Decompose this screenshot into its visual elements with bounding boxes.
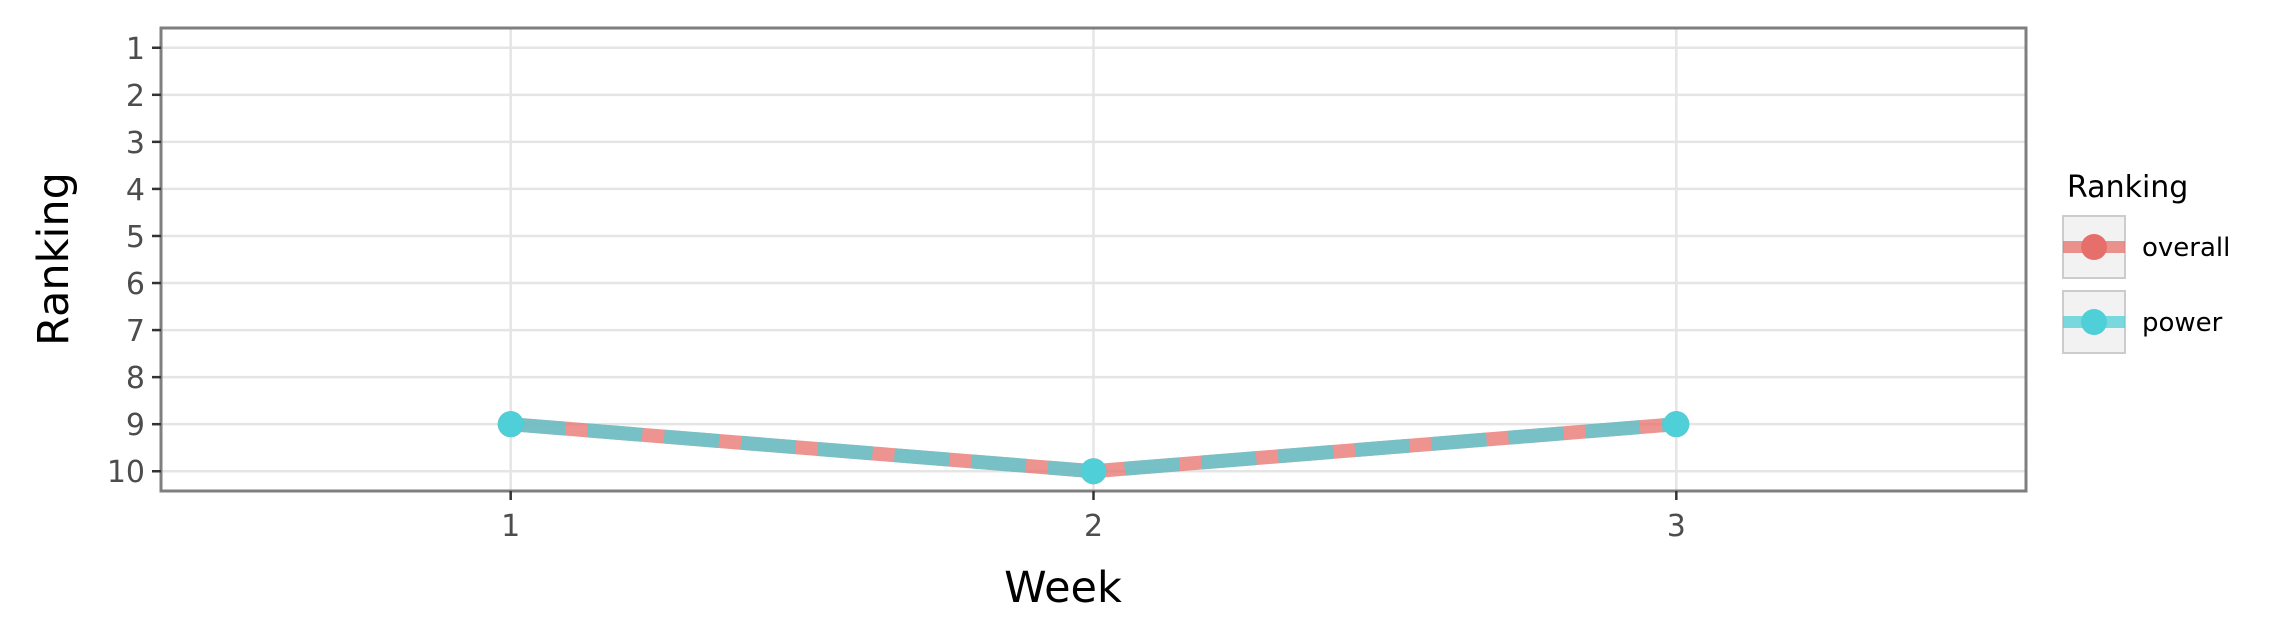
legend-key-point [2081,234,2107,260]
y-tick-label: 3 [126,126,145,161]
legend-title: Ranking [2067,170,2188,205]
x-axis-title: Week [1004,563,1122,613]
data-point-power [1080,458,1107,485]
legend: Ranking overall power [2062,170,2230,354]
y-tick-label: 5 [126,220,145,255]
y-tick-label: 8 [126,361,145,396]
legend-key-point [2081,309,2107,335]
x-tick-label: 3 [1667,509,1686,544]
y-tick-label: 1 [126,32,145,67]
data-point-power [497,411,524,438]
y-tick-label: 10 [107,455,145,490]
y-axis-ticks: 1 2 3 4 5 6 7 8 9 10 [107,32,161,490]
data-point-power [1663,411,1690,438]
x-tick-label: 2 [1084,509,1103,544]
legend-label: overall [2142,233,2230,263]
series-points [497,411,1690,485]
legend-label: power [2142,308,2223,338]
y-tick-label: 6 [126,267,145,302]
x-tick-label: 1 [501,509,520,544]
x-axis-ticks: 1 2 3 [501,491,1686,544]
y-tick-label: 4 [126,173,145,208]
y-tick-label: 9 [126,408,145,443]
y-tick-label: 7 [126,314,145,349]
y-tick-label: 2 [126,79,145,114]
gridlines [161,28,2026,491]
legend-item-overall: overall [2062,215,2230,279]
y-axis-title: Ranking [29,172,79,346]
legend-item-power: power [2062,290,2223,354]
legend-items: overall power [2062,215,2230,354]
